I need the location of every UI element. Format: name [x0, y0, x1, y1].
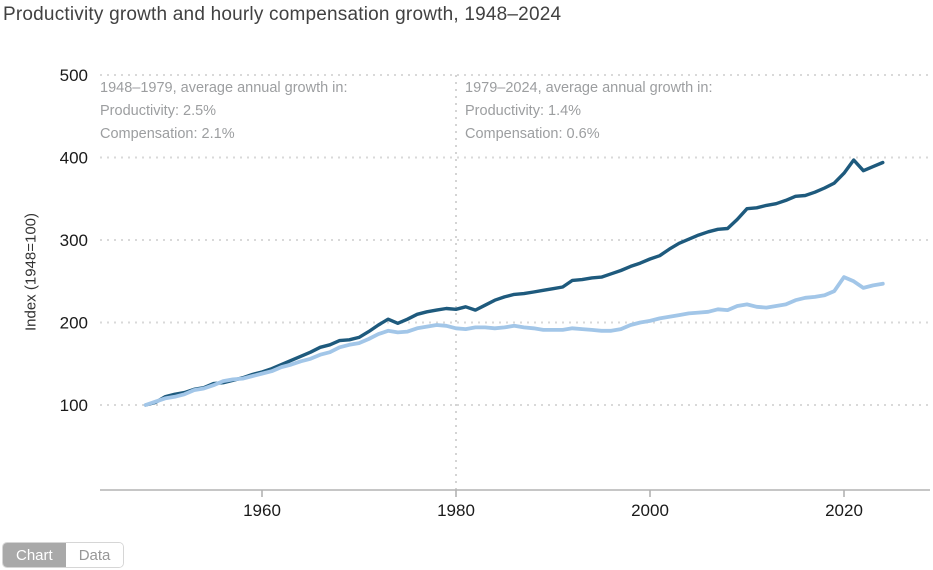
x-tick-label-2000: 2000: [631, 501, 669, 520]
productivity-line[interactable]: [143, 158, 885, 407]
compensation-line[interactable]: [143, 275, 885, 407]
annotation-1948-1979: 1948–1979, average annual growth in: Pro…: [100, 77, 348, 146]
annotation-compensation-value: Compensation: 0.6%: [465, 126, 600, 142]
annotation-heading: 1979–2024, average annual growth in:: [465, 80, 713, 96]
chart-data-tab-group: Chart Data: [2, 542, 125, 568]
annotation-1979-2024: 1979–2024, average annual growth in: Pro…: [465, 77, 713, 146]
tab-data[interactable]: Data: [65, 543, 124, 567]
x-tick-label-1980: 1980: [437, 501, 475, 520]
y-tick-label-100: 100: [60, 396, 88, 415]
y-tick-label-200: 200: [60, 314, 88, 333]
y-tick-label-300: 300: [60, 231, 88, 250]
annotation-productivity-value: Productivity: 2.5%: [100, 103, 217, 119]
x-tick-label-2020: 2020: [825, 501, 863, 520]
tab-chart[interactable]: Chart: [3, 543, 66, 567]
annotation-productivity-value: Productivity: 1.4%: [465, 103, 582, 119]
x-tick-label-1960: 1960: [243, 501, 281, 520]
page-title: Productivity growth and hourly compensat…: [3, 4, 562, 25]
annotation-heading: 1948–1979, average annual growth in:: [100, 80, 348, 96]
y-tick-label-400: 400: [60, 149, 88, 168]
annotation-compensation-value: Compensation: 2.1%: [100, 126, 235, 142]
y-tick-label-500: 500: [60, 66, 88, 85]
